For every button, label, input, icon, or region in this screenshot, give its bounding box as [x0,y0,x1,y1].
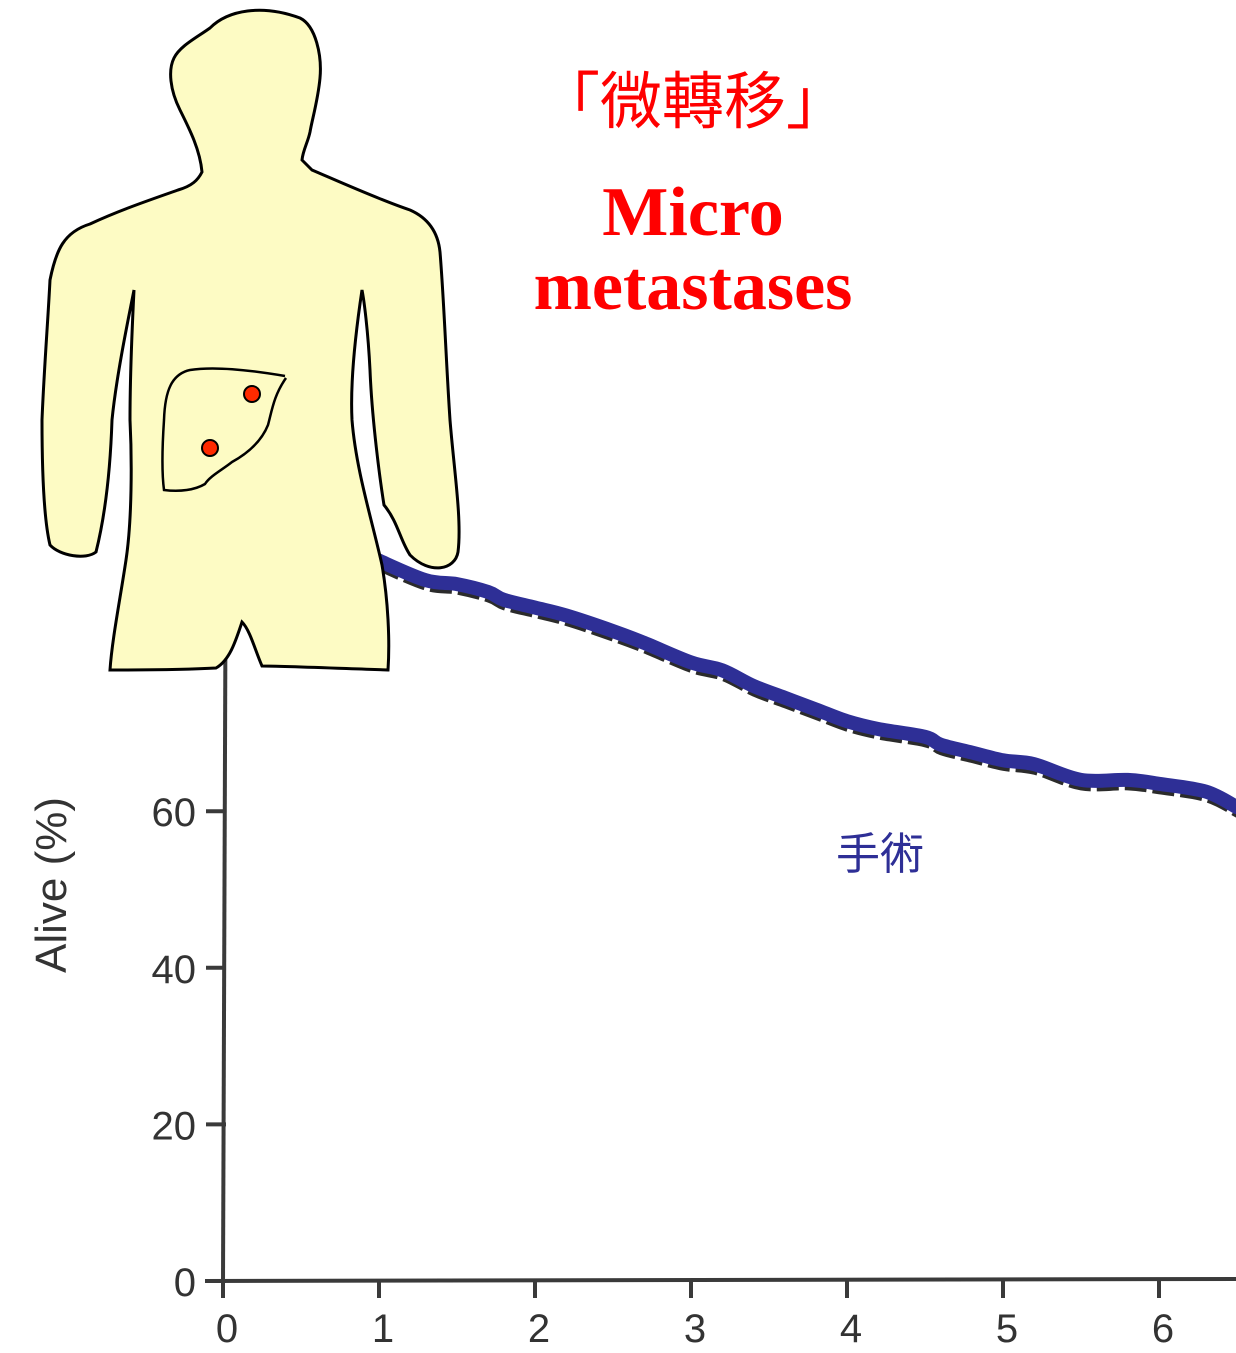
title-english-line2: metastases [533,248,853,325]
x-tick-label: 1 [372,1307,394,1351]
y-tick-label: 0 [174,1261,196,1305]
x-tick-label: 0 [216,1307,238,1351]
human-torso-with-liver-icon [40,8,461,672]
x-tick-label: 3 [684,1307,706,1351]
x-axis-ticks: 0 1 2 3 4 5 6 [216,1279,1174,1351]
x-tick-label: 2 [528,1307,550,1351]
x-tick-label: 5 [996,1307,1018,1351]
series-label-surgery: 手術 [836,829,924,880]
y-axis-label: Alive (%) [27,797,76,973]
y-axis-ticks: 0 20 40 60 [152,791,226,1305]
lesion-marker [201,439,219,457]
x-tick-label: 4 [840,1307,862,1351]
title-chinese: 「微轉移」 [537,65,848,138]
body-silhouette [40,8,461,672]
series-line-surgery [216,491,1236,815]
title-english-line1: Micro [602,174,784,251]
y-tick-label: 40 [152,948,197,992]
y-tick-label: 60 [152,791,197,835]
x-axis [204,1277,1236,1283]
x-tick-label: 6 [1152,1307,1174,1351]
title-english: Micro metastases [470,176,916,324]
reference-dashed-curve [222,503,1236,818]
lesion-marker [243,385,261,403]
y-tick-label: 20 [152,1104,197,1148]
